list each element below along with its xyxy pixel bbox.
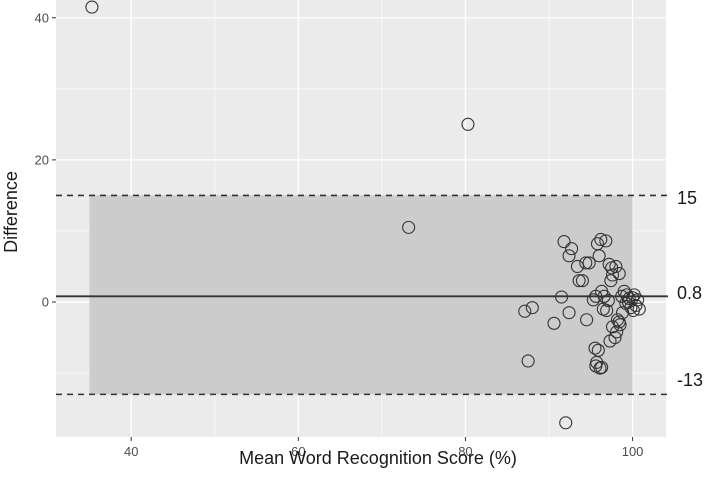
data-points bbox=[85, 0, 646, 430]
reference-lines bbox=[56, 194, 668, 396]
reference-line-labels: 15 0.8 -13 bbox=[677, 188, 703, 390]
data-point bbox=[580, 313, 594, 327]
x-tick-labels: 40 60 80 100 bbox=[124, 437, 643, 459]
agreement-band bbox=[89, 195, 633, 395]
data-point bbox=[612, 315, 626, 329]
data-point bbox=[620, 288, 634, 302]
lower-limit-label: -13 bbox=[677, 370, 703, 390]
data-point bbox=[588, 341, 602, 355]
data-point bbox=[615, 289, 629, 303]
limits-of-agreement-band bbox=[89, 195, 633, 395]
data-point bbox=[85, 0, 99, 14]
x-tick-label: 60 bbox=[291, 444, 305, 459]
data-point bbox=[559, 416, 573, 430]
data-point bbox=[619, 296, 633, 310]
upper-limit-label: 15 bbox=[677, 188, 697, 208]
data-point bbox=[603, 334, 617, 348]
data-point bbox=[592, 249, 606, 263]
data-point bbox=[594, 232, 608, 247]
data-point bbox=[570, 259, 584, 274]
data-point bbox=[605, 320, 620, 334]
data-point bbox=[597, 289, 611, 303]
data-point bbox=[612, 267, 626, 281]
data-point bbox=[557, 235, 571, 249]
x-tick-label: 100 bbox=[622, 444, 644, 459]
data-point bbox=[562, 306, 576, 320]
data-point bbox=[591, 343, 605, 357]
y-tick-labels: 0 20 40 bbox=[35, 10, 56, 309]
x-tick-label: 80 bbox=[458, 444, 472, 459]
data-point bbox=[599, 234, 613, 248]
y-tick-label: 20 bbox=[35, 152, 49, 167]
data-point bbox=[575, 274, 589, 288]
data-point bbox=[461, 117, 475, 131]
y-tick-label: 0 bbox=[42, 294, 49, 309]
data-point bbox=[595, 360, 609, 374]
data-point bbox=[554, 290, 569, 304]
data-point bbox=[626, 303, 640, 318]
data-point bbox=[582, 256, 596, 270]
data-point bbox=[518, 304, 532, 318]
data-point bbox=[609, 259, 623, 274]
x-axis-title: Mean Word Recognition Score (%) bbox=[239, 448, 517, 468]
data-point bbox=[605, 268, 620, 282]
data-point bbox=[521, 354, 535, 368]
data-point bbox=[547, 316, 561, 330]
data-point bbox=[565, 242, 579, 256]
x-tick-label: 40 bbox=[124, 444, 138, 459]
mean-difference-label: 0.8 bbox=[677, 283, 702, 303]
data-point bbox=[572, 274, 586, 288]
data-point bbox=[610, 325, 624, 339]
data-point bbox=[601, 294, 615, 308]
data-point bbox=[632, 302, 646, 316]
data-point bbox=[525, 301, 539, 315]
data-point bbox=[562, 249, 576, 263]
data-point bbox=[402, 220, 416, 234]
y-axis-title: Difference bbox=[1, 171, 21, 253]
data-point bbox=[604, 274, 618, 288]
data-point bbox=[600, 303, 614, 318]
data-point bbox=[579, 256, 593, 270]
y-tick-label: 40 bbox=[35, 10, 49, 25]
